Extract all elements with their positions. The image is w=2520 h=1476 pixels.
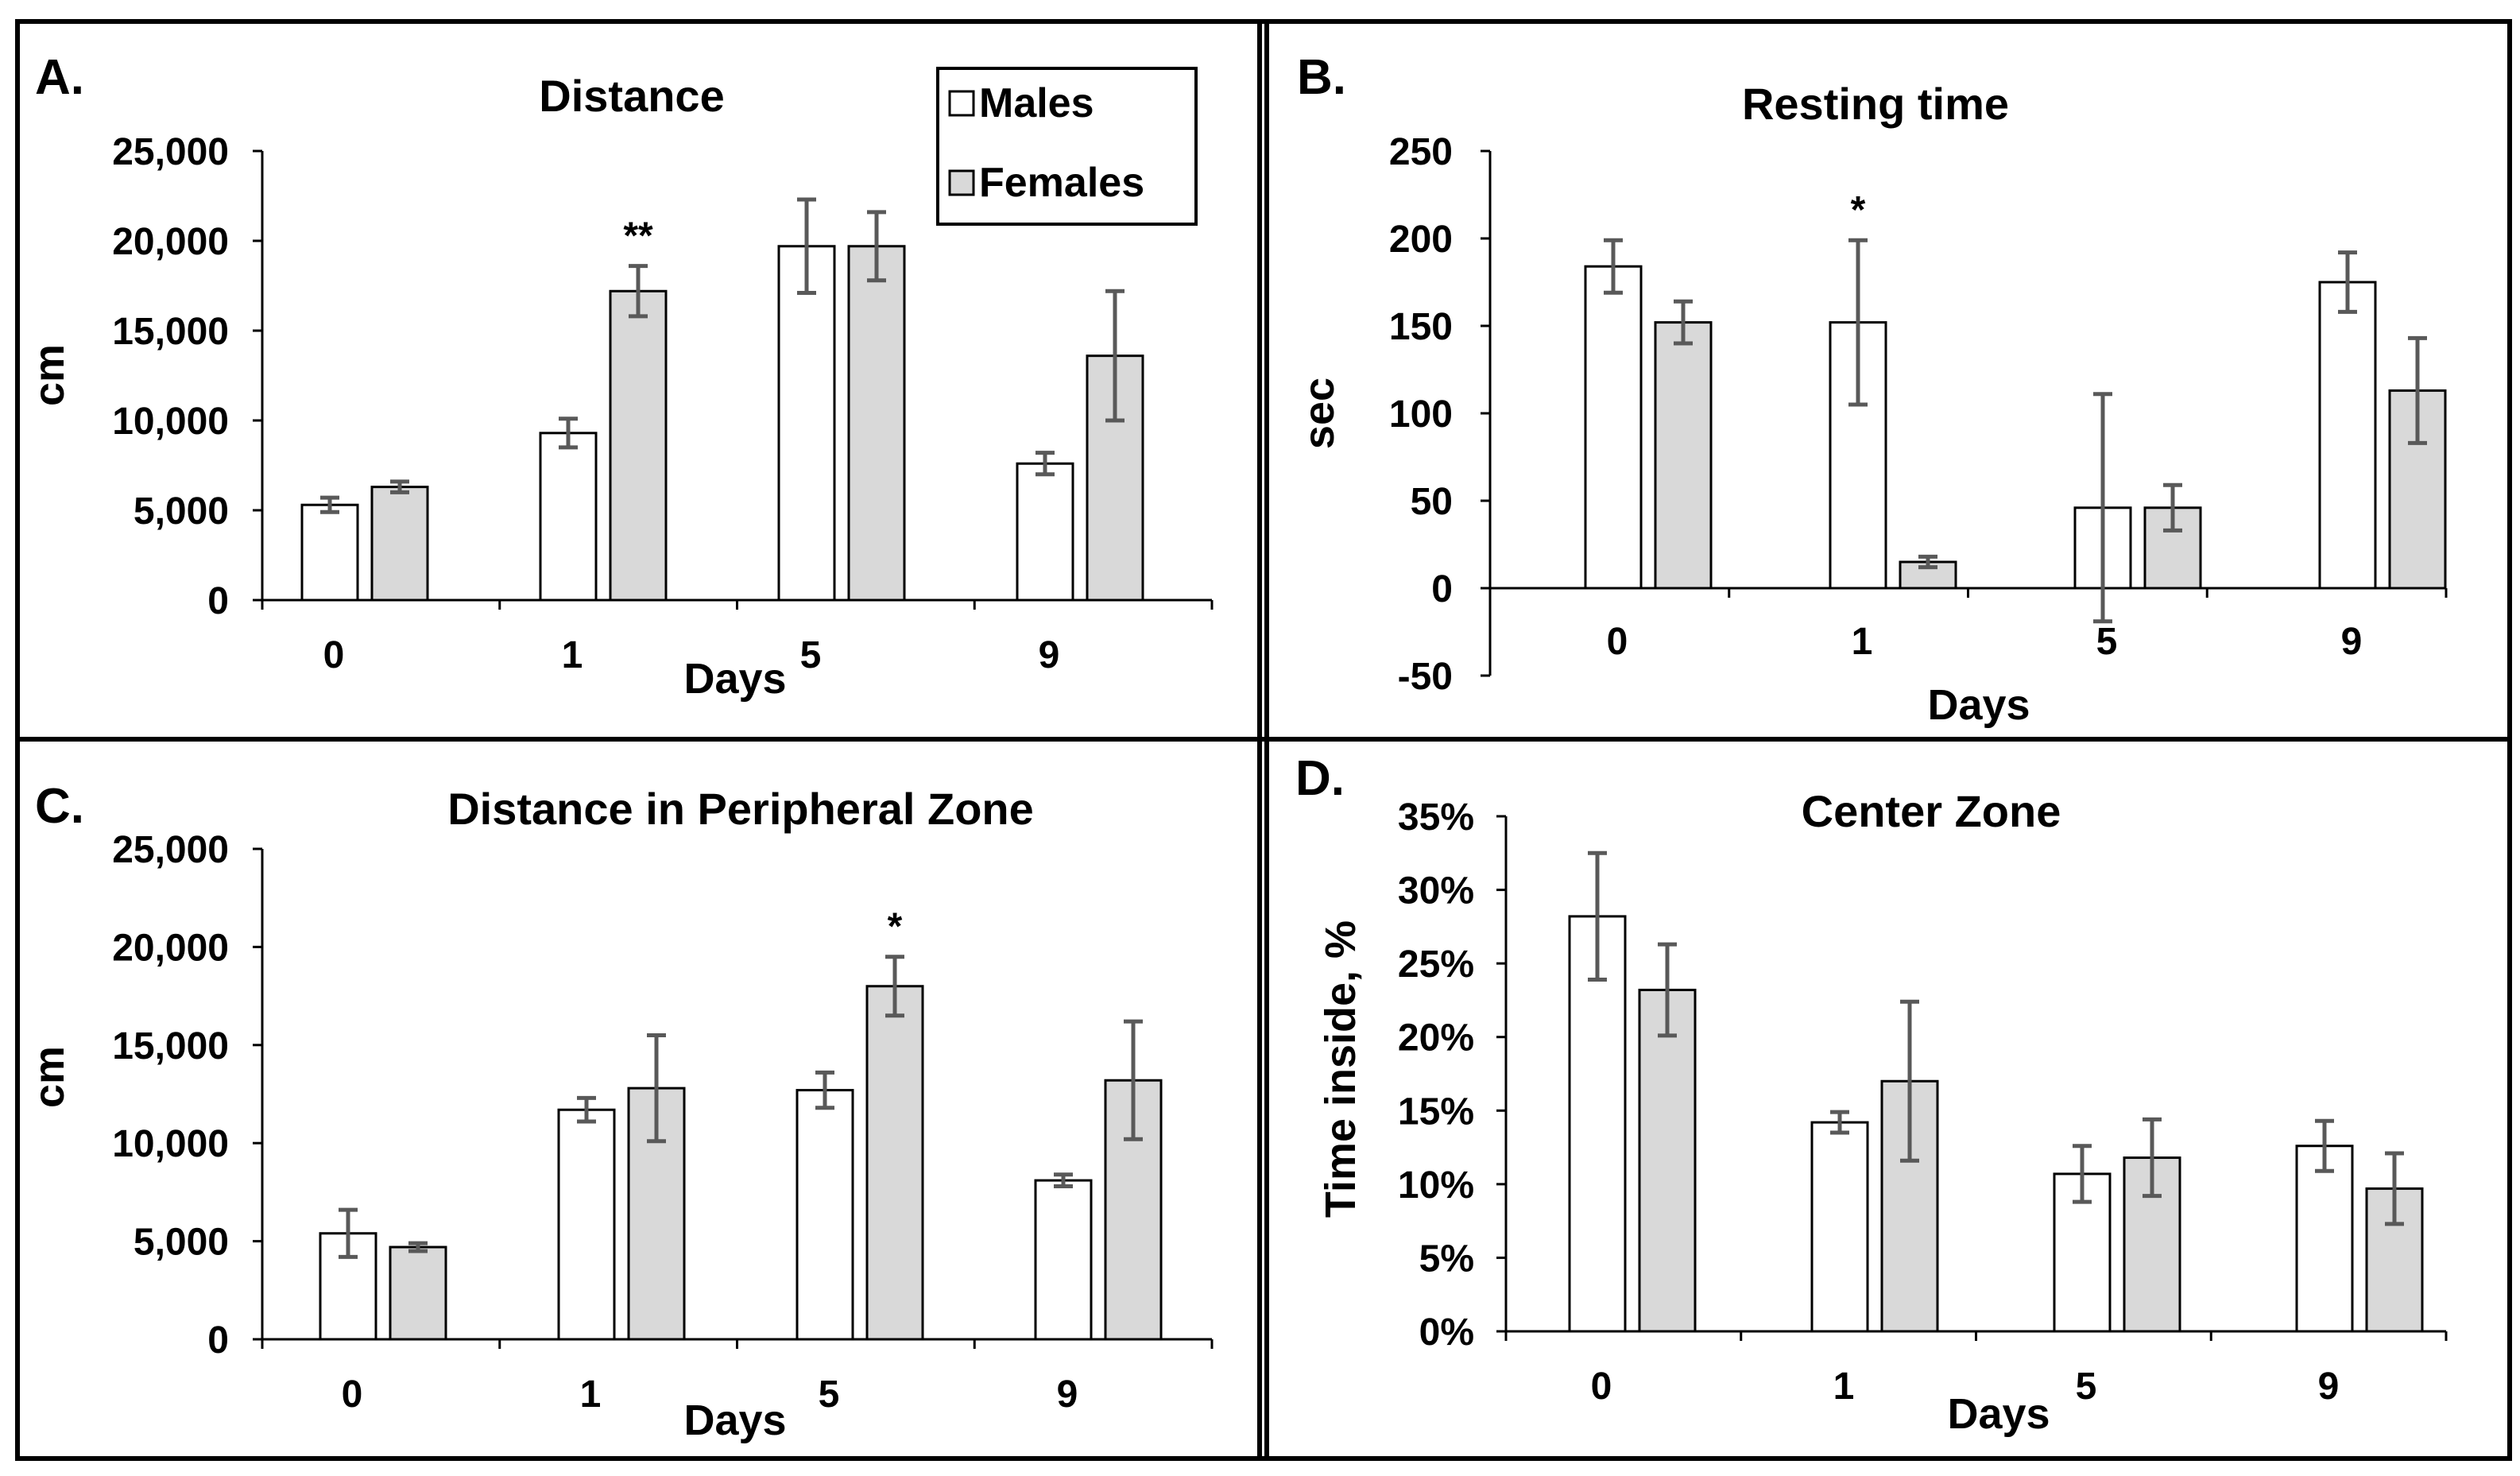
x-axis-label: Days — [1947, 1390, 2050, 1438]
x-tick-label: 0 — [342, 1373, 363, 1416]
x-tick-label: 9 — [1057, 1373, 1078, 1416]
x-tick-label: 1 — [580, 1373, 602, 1416]
y-axis-label: cm — [25, 344, 73, 406]
y-tick-label: 25% — [1398, 943, 1474, 986]
y-tick-label: 15,000 — [112, 1025, 229, 1067]
bar-males — [300, 503, 359, 602]
bar-females — [865, 985, 924, 1341]
bar-females — [389, 1245, 447, 1341]
bar-females — [1104, 1079, 1163, 1341]
bar-males — [2295, 1145, 2354, 1333]
bar-females — [847, 245, 906, 602]
x-tick-label: 1 — [562, 634, 583, 676]
legend-swatch-females — [948, 169, 975, 196]
bar-females — [1880, 1079, 1939, 1333]
y-tick-label: 35% — [1398, 796, 1474, 839]
bar-females — [609, 289, 668, 602]
x-tick-label: 9 — [2318, 1366, 2340, 1408]
y-tick-label: 0 — [207, 580, 229, 622]
y-tick-label: 0 — [1431, 568, 1453, 610]
y-tick-label: 5,000 — [134, 490, 229, 533]
x-tick-label: 9 — [1039, 634, 1060, 676]
legend-swatch-males — [948, 90, 975, 117]
bar-males — [1810, 1121, 1869, 1333]
bar-males — [1016, 462, 1074, 602]
panel-letter: C. — [35, 779, 84, 834]
x-tick-label: 1 — [1833, 1366, 1855, 1408]
bar-females — [1654, 321, 1713, 590]
panel-d-frame — [1257, 737, 2512, 1461]
y-tick-label: 15% — [1398, 1091, 1474, 1133]
y-tick-label: 150 — [1389, 306, 1453, 348]
panel-letter: B. — [1297, 50, 1346, 105]
chart-panel-c: C. Distance in Peripheral Zone 0 5,000 10,00… — [25, 779, 1214, 1444]
x-tick-label: 5 — [2096, 621, 2118, 663]
y-tick-label: 25,000 — [112, 829, 229, 871]
bar-females — [370, 486, 429, 602]
chart-panel-b: B. Resting time -50 0 50 100 150 200 250 0 1 5 9 * Day… — [1295, 50, 2448, 729]
chart-panel-a: A. Distance 0 5,000 10,000 15,000 20,000 25,000… — [25, 50, 1214, 703]
x-axis-label: Days — [683, 1397, 786, 1444]
legend-label-females: Females — [979, 160, 1144, 206]
y-tick-label: 20% — [1398, 1017, 1474, 1060]
chart-title: Resting time — [1742, 79, 2009, 129]
x-tick-label: 5 — [800, 634, 822, 676]
y-tick-label: 5% — [1419, 1238, 1474, 1280]
bar-males — [795, 1089, 854, 1341]
y-tick-label: 250 — [1389, 131, 1453, 173]
y-tick-label: -50 — [1398, 656, 1453, 698]
bar-males — [539, 432, 598, 602]
x-axis-label: Days — [1927, 681, 2030, 729]
y-tick-label: 0 — [207, 1319, 229, 1362]
panel-letter: D. — [1295, 751, 1345, 806]
x-tick-label: 0 — [1607, 621, 1628, 663]
legend-box — [936, 67, 1198, 226]
chart-title: Distance in Peripheral Zone — [447, 784, 1034, 834]
x-axis-label: Days — [683, 655, 786, 703]
legend-label-males: Males — [979, 80, 1094, 126]
y-tick-label: 5,000 — [134, 1222, 229, 1264]
x-tick-label: 0 — [1591, 1366, 1612, 1408]
chart-title: Center Zone — [1802, 786, 2061, 836]
y-axis-label: Time inside, % — [1317, 920, 1365, 1218]
y-tick-label: 15,000 — [112, 311, 229, 353]
chart-panel-d: D. Center Zone 0% 5% 10% 15% 20% 25% 30% 35% 0 1 5 9 D… — [1295, 751, 2448, 1438]
bar-males — [2318, 281, 2377, 590]
significance-marker: ** — [623, 215, 653, 258]
legend: Males Females — [936, 67, 1198, 226]
y-tick-label: 50 — [1411, 481, 1453, 523]
y-tick-label: 30% — [1398, 870, 1474, 912]
bar-males — [777, 245, 836, 602]
y-tick-label: 20,000 — [112, 221, 229, 263]
x-tick-label: 1 — [1852, 621, 1873, 663]
x-tick-label: 0 — [323, 634, 345, 676]
x-tick-label: 9 — [2341, 621, 2363, 663]
y-tick-label: 10,000 — [112, 1123, 229, 1165]
x-tick-label: 5 — [2076, 1366, 2097, 1408]
bar-males — [1034, 1179, 1093, 1341]
significance-marker: * — [1851, 189, 1866, 231]
y-tick-label: 20,000 — [112, 927, 229, 969]
y-axis-label: sec — [1295, 378, 1343, 449]
bar-females — [1638, 988, 1697, 1333]
bar-males — [1584, 265, 1643, 590]
bar-males — [557, 1108, 616, 1341]
y-tick-label: 200 — [1389, 219, 1453, 261]
y-tick-label: 100 — [1389, 393, 1453, 436]
y-axis-label: cm — [25, 1046, 73, 1108]
y-tick-label: 0% — [1419, 1311, 1474, 1354]
panel-letter: A. — [35, 50, 84, 105]
y-tick-label: 10% — [1398, 1164, 1474, 1207]
significance-marker: * — [888, 906, 903, 948]
y-tick-label: 10,000 — [112, 401, 229, 443]
x-tick-label: 5 — [819, 1373, 840, 1416]
chart-title: Distance — [539, 71, 724, 121]
y-tick-label: 25,000 — [112, 131, 229, 173]
panel-c-frame — [15, 737, 1269, 1461]
